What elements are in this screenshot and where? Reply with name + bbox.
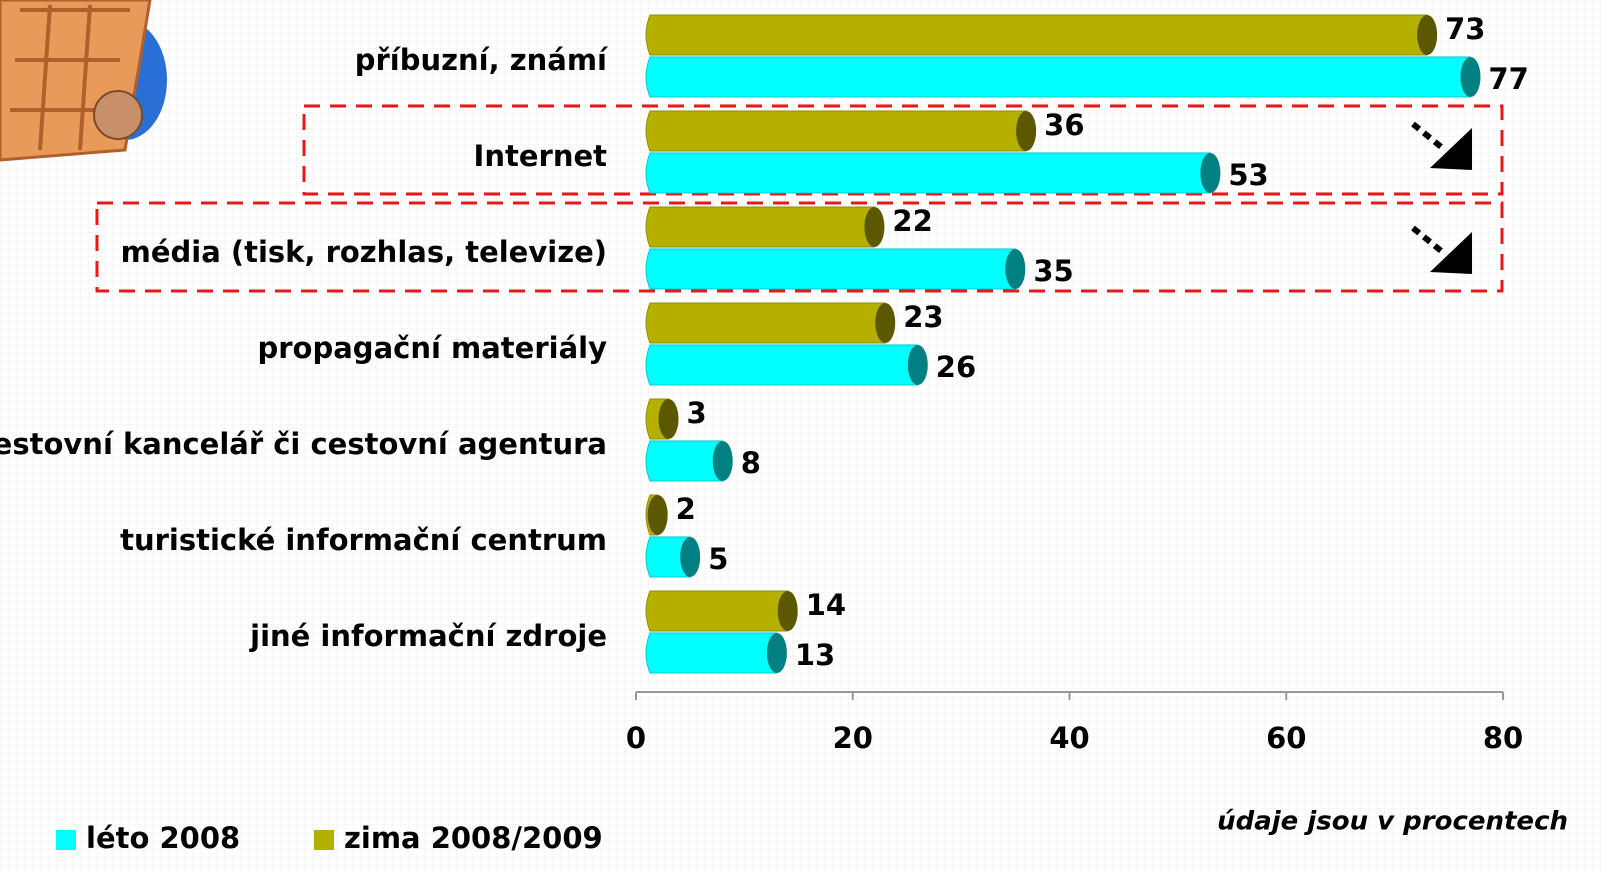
bar <box>645 590 789 632</box>
category-label: příbuzní, známí <box>355 43 609 77</box>
bar <box>645 110 1027 152</box>
bar-cap <box>777 591 798 631</box>
bar-cap <box>1460 57 1481 97</box>
x-tick-label: 80 <box>1483 721 1523 755</box>
category-label: turistické informační centrum <box>120 523 607 557</box>
value-label: 36 <box>1044 108 1084 142</box>
category-label: propagační materiály <box>258 331 608 365</box>
value-label: 26 <box>936 350 976 384</box>
bar <box>645 302 886 344</box>
bar <box>645 56 1471 98</box>
bar-cap <box>712 441 733 481</box>
legend-label: léto 2008 <box>86 821 240 855</box>
x-tick-label: 20 <box>833 721 873 755</box>
bar-cap <box>875 303 896 343</box>
bar-cap <box>1200 153 1221 193</box>
legend-label: zima 2008/2009 <box>344 821 603 855</box>
bar-cap <box>658 399 679 439</box>
bar <box>645 206 875 248</box>
x-tick-label: 40 <box>1049 721 1089 755</box>
value-label: 73 <box>1445 12 1485 46</box>
bar <box>645 536 691 578</box>
category-label: Internet <box>474 139 608 173</box>
highlight-boxes <box>95 104 1504 293</box>
x-tick-label: 0 <box>626 721 646 755</box>
legend-swatch <box>56 830 76 850</box>
bar <box>645 152 1211 194</box>
value-label: 23 <box>903 300 943 334</box>
bar-cap <box>1016 111 1037 151</box>
category-label: cestovní kancelář či cestovní agentura <box>0 427 607 461</box>
bar <box>645 248 1016 290</box>
value-label: 13 <box>795 638 835 672</box>
value-label: 5 <box>708 542 728 576</box>
value-label: 3 <box>687 396 707 430</box>
legend-swatch <box>314 830 334 850</box>
bar-cap <box>680 537 701 577</box>
bar-cap <box>1417 15 1438 55</box>
bar <box>645 440 724 482</box>
category-label: média (tisk, rozhlas, televize) <box>121 235 607 269</box>
bar <box>645 344 919 386</box>
category-label: jiné informační zdroje <box>249 619 607 653</box>
decorative-icon <box>0 0 167 162</box>
value-label: 8 <box>741 446 761 480</box>
bar-cap <box>907 345 928 385</box>
value-label: 53 <box>1228 158 1268 192</box>
value-label: 2 <box>676 492 696 526</box>
bar <box>645 632 778 674</box>
trend-arrows <box>1411 121 1472 274</box>
bar <box>645 14 1428 56</box>
value-label: 35 <box>1033 254 1073 288</box>
bar-cap <box>766 633 787 673</box>
bar-cap <box>1005 249 1026 289</box>
bar-cap <box>864 207 885 247</box>
value-label: 77 <box>1488 62 1528 96</box>
bar-cap <box>647 495 668 535</box>
note: údaje jsou v procentech <box>1217 807 1568 837</box>
value-label: 22 <box>892 204 932 238</box>
value-label: 14 <box>806 588 846 622</box>
x-tick-label: 60 <box>1266 721 1306 755</box>
